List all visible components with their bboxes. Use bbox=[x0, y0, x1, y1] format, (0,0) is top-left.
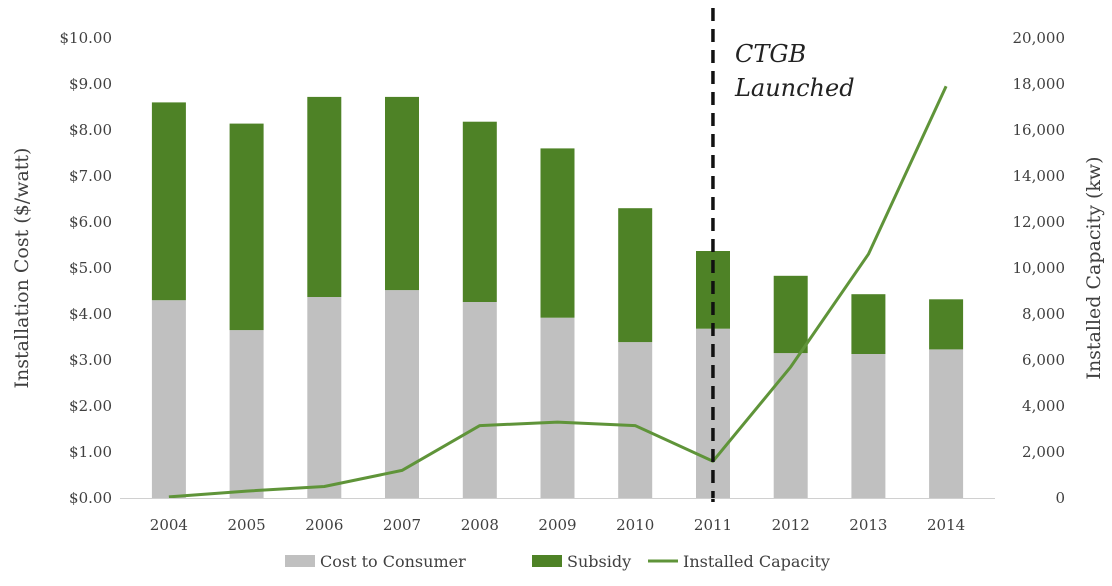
bar-cost-to-consumer-2009 bbox=[541, 318, 575, 498]
bar-subsidy-2004 bbox=[152, 102, 186, 300]
bar-cost-to-consumer-2006 bbox=[307, 297, 341, 498]
bar-cost-to-consumer-2012 bbox=[774, 353, 808, 498]
y-left-tick-label: $4.00 bbox=[69, 305, 112, 323]
y-left-tick-label: $5.00 bbox=[69, 259, 112, 277]
bar-cost-to-consumer-2013 bbox=[851, 354, 885, 498]
y-left-tick-label: $6.00 bbox=[69, 213, 112, 231]
y-left-tick-label: $8.00 bbox=[69, 121, 112, 139]
x-tick-label-2010: 2010 bbox=[616, 516, 654, 534]
x-tick-label-2014: 2014 bbox=[927, 516, 965, 534]
y-right-tick-label: 4,000 bbox=[1022, 397, 1065, 415]
y-right-tick-label: 10,000 bbox=[1013, 259, 1066, 277]
x-tick-label-2007: 2007 bbox=[383, 516, 421, 534]
bar-subsidy-2007 bbox=[385, 97, 419, 290]
y-right-tick-label: 6,000 bbox=[1022, 351, 1065, 369]
x-tick-label-2006: 2006 bbox=[305, 516, 343, 534]
bar-subsidy-2010 bbox=[618, 208, 652, 342]
bar-cost-to-consumer-2007 bbox=[385, 290, 419, 498]
y-right-tick-label: 16,000 bbox=[1013, 121, 1066, 139]
y-right-tick-label: 0 bbox=[1055, 489, 1065, 507]
bar-cost-to-consumer-2005 bbox=[230, 330, 264, 498]
y-left-axis-title: Installation Cost ($/watt) bbox=[11, 148, 33, 389]
x-tick-label-2011: 2011 bbox=[694, 516, 732, 534]
bar-subsidy-2006 bbox=[307, 97, 341, 297]
y-right-tick-label: 20,000 bbox=[1013, 29, 1066, 47]
legend: Cost to Consumer Subsidy Installed Capacit… bbox=[285, 552, 830, 571]
y-left-tick-label: $2.00 bbox=[69, 397, 112, 415]
bar-subsidy-2009 bbox=[541, 148, 575, 317]
x-tick-label-2013: 2013 bbox=[849, 516, 887, 534]
y-right-tick-label: 8,000 bbox=[1022, 305, 1065, 323]
bar-cost-to-consumer-2008 bbox=[463, 302, 497, 498]
bar-cost-to-consumer-2014 bbox=[929, 349, 963, 498]
x-tick-label-2004: 2004 bbox=[150, 516, 188, 534]
y-left-tick-label: $7.00 bbox=[69, 167, 112, 185]
annotation-text-line-1: CTGB bbox=[735, 40, 806, 68]
x-tick-label-2008: 2008 bbox=[461, 516, 499, 534]
y-left-tick-label: $0.00 bbox=[69, 489, 112, 507]
bar-cost-to-consumer-2004 bbox=[152, 300, 186, 498]
y-right-tick-label: 2,000 bbox=[1022, 443, 1065, 461]
bar-subsidy-2008 bbox=[463, 122, 497, 302]
x-tick-label-2012: 2012 bbox=[772, 516, 810, 534]
y-right-tick-label: 14,000 bbox=[1013, 167, 1066, 185]
bars-layer bbox=[152, 97, 963, 498]
bar-subsidy-2013 bbox=[851, 294, 885, 354]
x-tick-label-2005: 2005 bbox=[228, 516, 266, 534]
legend-swatch-cost-to-consumer bbox=[285, 555, 315, 567]
y-left-tick-label: $9.00 bbox=[69, 75, 112, 93]
y-left-tick-label: $3.00 bbox=[69, 351, 112, 369]
bar-subsidy-2012 bbox=[774, 276, 808, 353]
legend-swatch-subsidy bbox=[532, 555, 562, 567]
legend-label-cost-to-consumer: Cost to Consumer bbox=[320, 552, 466, 571]
annotation-text-line-2: Launched bbox=[734, 74, 855, 102]
y-right-axis-title: Installed Capacity (kw) bbox=[1083, 156, 1105, 379]
legend-label-subsidy: Subsidy bbox=[567, 552, 631, 571]
bar-cost-to-consumer-2010 bbox=[618, 342, 652, 498]
y-right-tick-label: 12,000 bbox=[1013, 213, 1066, 231]
legend-label-installed-capacity: Installed Capacity bbox=[683, 552, 830, 571]
y-right-tick-label: 18,000 bbox=[1013, 75, 1066, 93]
bar-subsidy-2014 bbox=[929, 299, 963, 349]
x-tick-label-2009: 2009 bbox=[538, 516, 576, 534]
y-left-tick-label: $1.00 bbox=[69, 443, 112, 461]
bar-subsidy-2005 bbox=[230, 124, 264, 331]
y-left-tick-label: $10.00 bbox=[60, 29, 113, 47]
